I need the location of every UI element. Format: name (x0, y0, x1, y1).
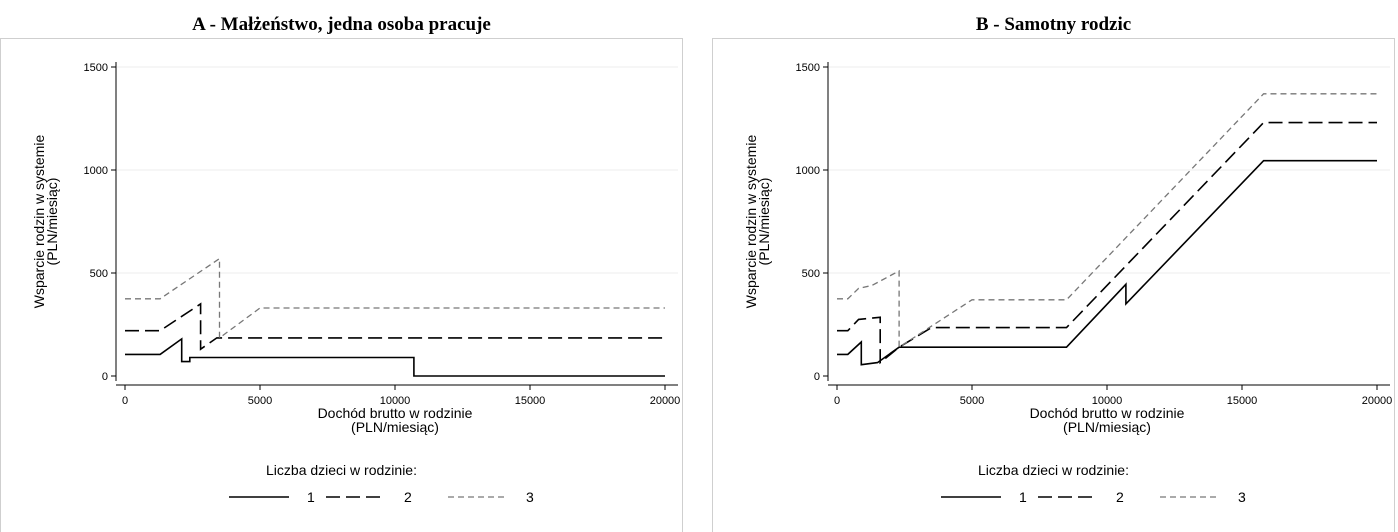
y-tick-label: 1000 (796, 165, 820, 177)
legend-title: Liczba dzieci w rodzinie: (712, 462, 1395, 478)
y-tick-label: 1500 (84, 62, 108, 74)
y-axis-title: (PLN/miesiąc) (756, 178, 772, 266)
y-tick-label: 0 (102, 371, 108, 383)
x-tick-label: 5000 (960, 395, 984, 407)
series-line-2 (125, 304, 665, 349)
x-tick-label: 15000 (515, 395, 546, 407)
series-line-1 (125, 339, 665, 376)
legend-label-1: 1 (307, 489, 315, 505)
chart-panel-b: B - Samotny rodzic 0 500 1000 1500 0 5000 1000… (712, 0, 1395, 531)
x-tick-label: 20000 (1362, 395, 1393, 407)
legend-label-3: 3 (526, 489, 534, 505)
legend-label-2: 2 (404, 489, 412, 505)
y-tick-label: 0 (814, 371, 820, 383)
series-line-3 (837, 94, 1377, 347)
series-line-2 (837, 123, 1377, 363)
x-tick-label: 0 (122, 395, 128, 407)
series-line-1 (837, 161, 1377, 365)
legend-label-2: 2 (1116, 489, 1124, 505)
x-axis-title: (PLN/miesiąc) (1063, 419, 1151, 435)
legend-title: Liczba dzieci w rodzinie: (0, 462, 683, 478)
x-tick-label: 5000 (248, 395, 272, 407)
chart-panel-a: A - Małżeństwo, jedna osoba pracuje 0 500… (0, 0, 683, 531)
x-tick-label: 0 (834, 395, 840, 407)
series-line-3 (125, 259, 665, 338)
x-tick-label: 15000 (1227, 395, 1258, 407)
y-tick-label: 500 (802, 268, 820, 280)
x-tick-label: 20000 (650, 395, 681, 407)
y-tick-label: 500 (90, 268, 108, 280)
legend-label-1: 1 (1019, 489, 1027, 505)
x-axis-title: (PLN/miesiąc) (351, 419, 439, 435)
y-tick-label: 1500 (796, 62, 820, 74)
y-tick-label: 1000 (84, 165, 108, 177)
legend-label-3: 3 (1238, 489, 1246, 505)
y-axis-title: (PLN/miesiąc) (44, 178, 60, 266)
